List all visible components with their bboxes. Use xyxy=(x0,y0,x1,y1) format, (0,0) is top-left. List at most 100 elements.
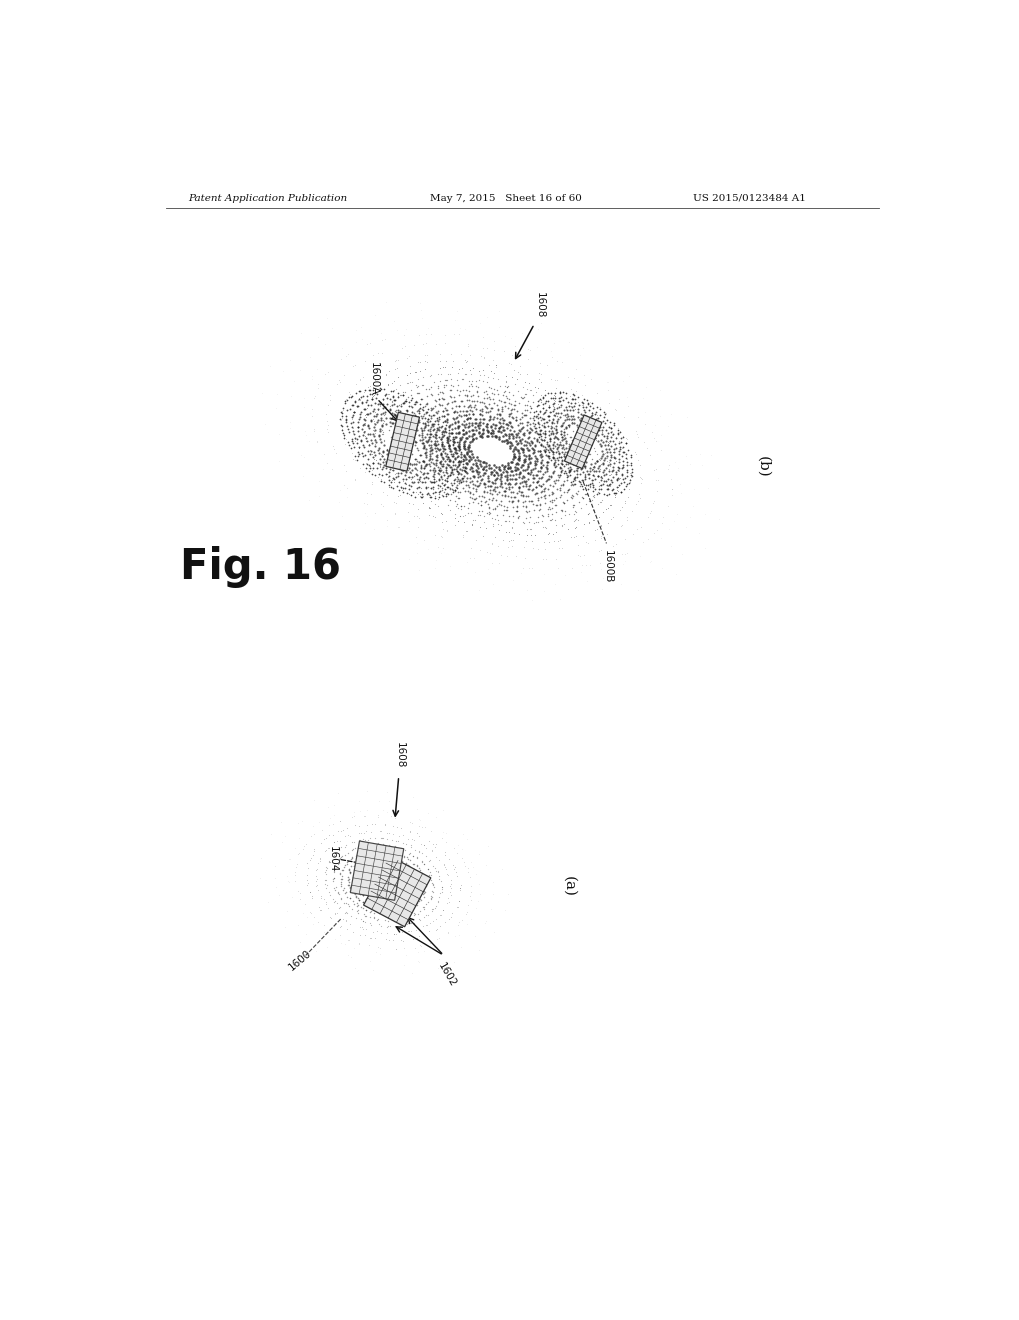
Point xyxy=(590,507,606,528)
Point xyxy=(320,414,336,436)
Point xyxy=(528,395,544,416)
Point xyxy=(543,412,559,433)
Point xyxy=(510,433,526,454)
Point xyxy=(634,469,650,490)
Point xyxy=(359,449,375,470)
Point xyxy=(268,397,284,418)
Point xyxy=(393,337,410,358)
Point xyxy=(611,438,628,459)
Point xyxy=(562,405,579,426)
Point xyxy=(389,887,406,908)
Point xyxy=(530,393,546,414)
Point xyxy=(606,433,623,454)
Point xyxy=(434,503,450,524)
Point xyxy=(540,466,556,487)
Point xyxy=(651,407,667,428)
Point xyxy=(477,453,493,474)
Point xyxy=(579,474,595,495)
Point xyxy=(383,425,399,446)
Point xyxy=(397,400,414,421)
Point xyxy=(463,420,479,441)
Point xyxy=(489,484,505,506)
Point xyxy=(423,870,439,891)
Point xyxy=(540,397,556,418)
Point xyxy=(457,384,473,405)
Point xyxy=(522,451,538,473)
Point xyxy=(504,438,521,459)
Point xyxy=(431,484,447,506)
Point xyxy=(450,471,467,492)
Point xyxy=(389,367,406,388)
Point xyxy=(484,348,500,370)
Point xyxy=(418,446,434,467)
Point xyxy=(681,507,697,528)
Point xyxy=(531,475,547,496)
Point xyxy=(451,451,468,473)
Point xyxy=(422,445,438,466)
Point xyxy=(653,512,669,533)
Point xyxy=(388,882,405,903)
Point xyxy=(449,469,466,490)
Point xyxy=(490,494,506,515)
Point xyxy=(470,422,486,444)
Point xyxy=(452,343,469,364)
Point xyxy=(412,397,428,418)
Point xyxy=(344,421,361,442)
Point xyxy=(329,820,345,841)
Point xyxy=(507,426,524,447)
Point xyxy=(403,407,419,428)
Point xyxy=(609,418,626,440)
Point xyxy=(567,445,583,466)
Point xyxy=(517,434,533,455)
Point xyxy=(586,441,602,462)
Point xyxy=(410,499,426,520)
Point xyxy=(364,896,380,917)
Point xyxy=(308,858,324,879)
Point xyxy=(458,470,474,491)
Point xyxy=(518,470,534,491)
Point xyxy=(398,861,415,882)
Point xyxy=(479,421,495,442)
Point xyxy=(397,873,414,894)
Point xyxy=(515,557,531,578)
Point xyxy=(269,383,285,404)
Point xyxy=(571,441,587,462)
Point xyxy=(573,408,589,429)
Point xyxy=(436,333,452,354)
Point xyxy=(480,494,496,515)
Point xyxy=(546,436,562,457)
Point xyxy=(363,444,379,465)
Point xyxy=(404,896,420,917)
Point xyxy=(428,408,444,429)
Point xyxy=(354,878,370,899)
Point xyxy=(412,888,428,909)
Point xyxy=(551,433,568,454)
Point xyxy=(385,923,401,944)
Point xyxy=(434,449,450,470)
Point xyxy=(504,440,521,461)
Point xyxy=(398,364,415,385)
Point xyxy=(439,465,455,486)
Point xyxy=(346,354,363,375)
Point xyxy=(684,495,700,516)
Point xyxy=(476,463,492,484)
Point xyxy=(325,805,341,826)
Point xyxy=(556,441,573,462)
Point xyxy=(525,478,541,499)
Point xyxy=(542,401,558,422)
Point xyxy=(516,512,532,533)
Point xyxy=(579,393,595,414)
Point xyxy=(380,822,396,843)
Point xyxy=(482,483,498,504)
Point xyxy=(297,420,313,441)
Point xyxy=(368,358,384,379)
Point xyxy=(403,867,419,888)
Point xyxy=(401,866,418,887)
Point xyxy=(279,870,296,891)
Point xyxy=(582,368,598,389)
Point xyxy=(370,908,386,929)
Point xyxy=(306,824,322,845)
Point xyxy=(364,388,380,409)
Point xyxy=(405,873,421,894)
Point xyxy=(579,416,595,437)
